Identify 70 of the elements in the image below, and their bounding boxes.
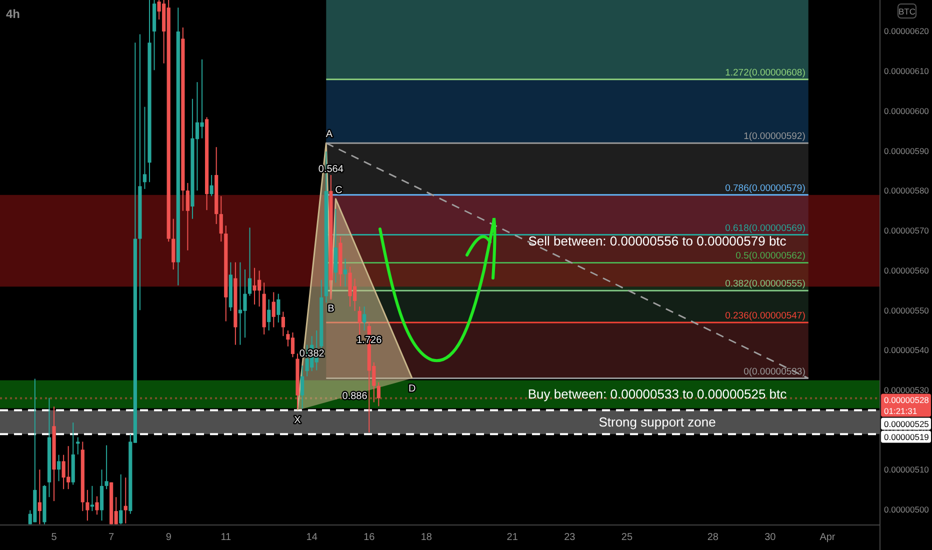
candlestick: [248, 227, 252, 296]
candlestick: [186, 182, 190, 251]
x-tick-label: 21: [506, 532, 518, 544]
candlestick: [95, 496, 99, 516]
annotation: B: [328, 304, 335, 315]
y-tick-label: 0.00000500: [884, 504, 930, 515]
ref-line-label: 0.00000528: [884, 395, 930, 406]
annotation: X: [294, 415, 302, 426]
y-tick-label: 0.00000620: [884, 26, 930, 36]
y-tick-label: 0.00000560: [884, 265, 930, 276]
y-tick-label: 0.00000610: [884, 66, 930, 76]
x-tick-label: 5: [51, 532, 58, 544]
annotation: 0.886: [342, 391, 368, 402]
candlestick: [210, 174, 214, 197]
y-tick-label: 0.00000590: [884, 146, 930, 156]
text: 01:21:31: [884, 406, 918, 416]
candlestick: [276, 293, 280, 323]
x-tick-label: 9: [166, 532, 172, 544]
candlestick: [300, 365, 304, 410]
y-tick-label: 0.00000510: [884, 464, 930, 475]
ref-line-label: 0.786(0.00000579): [725, 182, 806, 194]
ref-line-label: 0.00000525: [884, 419, 930, 430]
x-tick-label: 18: [420, 532, 432, 544]
candlestick: [86, 489, 90, 522]
candlestick: [76, 436, 80, 455]
y-tick-label: 0.00000600: [884, 106, 930, 116]
candlestick: [124, 477, 128, 524]
candlestick: [281, 311, 285, 337]
y-tick-label: 0.00000570: [884, 226, 930, 236]
candlestick: [376, 382, 380, 407]
ref-line-label: 0.00000519: [884, 432, 930, 442]
candlestick: [142, 106, 147, 190]
y-tick-label: 0.00000530: [884, 384, 930, 395]
candlestick: [267, 298, 271, 331]
x-tick-label: 25: [621, 532, 633, 544]
candlestick: [104, 444, 108, 490]
candlestick: [343, 258, 348, 288]
y-tick-label: 0.00000550: [884, 305, 930, 316]
annotation: A: [326, 129, 333, 140]
y-tick-label: 0.00000580: [884, 186, 930, 196]
y-axis-title: BTC: [898, 6, 916, 16]
x-tick-label: Apr: [820, 532, 836, 544]
y-tick-label: 0.00000540: [884, 345, 930, 356]
candlestick: [362, 306, 366, 331]
annotation: C: [335, 184, 342, 196]
ref-line-label: 0.236(0.00000547): [725, 310, 806, 322]
candlestick: [56, 454, 61, 482]
x-tick-label: 23: [564, 532, 576, 544]
candlestick: [172, 218, 176, 270]
ref-line-label: 0.5(0.00000562): [736, 250, 806, 262]
candlestick: [38, 469, 42, 525]
candlestick: [219, 196, 223, 242]
x-tick-label: 7: [108, 532, 115, 544]
candlestick: [119, 474, 123, 525]
band-label: Strong support zone: [598, 414, 716, 430]
x-tick-label: 11: [220, 532, 232, 544]
band-label: Buy between: 0.00000533 to 0.00000525 btc: [528, 386, 788, 402]
ref-line-label: 1.272(0.00000608): [725, 67, 806, 78]
x-tick-label: 30: [764, 532, 776, 544]
text: 4h: [6, 7, 20, 21]
candlestick: [90, 485, 94, 512]
x-tick-label: 28: [707, 532, 719, 544]
x-tick-label: 14: [306, 532, 318, 544]
annotation: D: [408, 383, 416, 394]
ref-line-label: 1(0.00000592): [744, 131, 806, 142]
candlestick: [272, 292, 276, 328]
x-tick-label: 16: [364, 532, 376, 544]
ref-line-label: 0.382(0.00000555): [725, 278, 806, 290]
band-label: Sell between: 0.00000556 to 0.00000579 btc: [528, 233, 787, 248]
ref-line-label: 0.618(0.00000569): [725, 222, 806, 234]
